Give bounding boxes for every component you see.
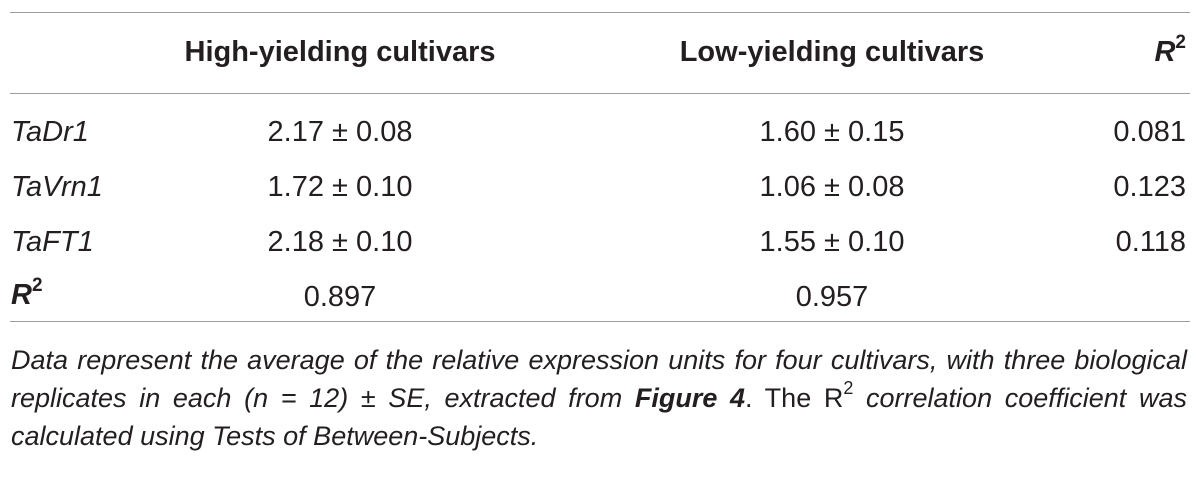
header-r2-base: R (1154, 36, 1176, 68)
row-r2-high: 0.897 (303, 281, 377, 313)
header-r2-sup: 2 (1175, 32, 1186, 54)
header-low-yielding: Low-yielding cultivars (679, 36, 985, 68)
footnote-part1: Data represent the average of the relati… (11, 345, 1187, 413)
header-rule (10, 93, 1190, 94)
table-bottom-rule (10, 321, 1190, 322)
table-top-rule (10, 12, 1190, 13)
row-tadr1-high: 2.17 ± 0.08 (267, 116, 413, 148)
row-tadr1-r2: 0.081 (1113, 116, 1186, 148)
row-tavrn1-r2: 0.123 (1113, 171, 1186, 203)
row-gene-taft1: TaFT1 (11, 226, 94, 258)
row-tadr1-low: 1.60 ± 0.15 (759, 116, 905, 148)
footnote-r2-sup: 2 (843, 378, 854, 398)
row-taft1-r2: 0.118 (1115, 226, 1186, 258)
footnote-part3: correlation coefficient was calculated u… (11, 383, 1187, 451)
row-r2-label-sup: 2 (31, 275, 43, 297)
row-tavrn1-high: 1.72 ± 0.10 (267, 171, 413, 203)
row-r2-label: R2 (11, 275, 43, 312)
row-r2-label-base: R (11, 279, 32, 311)
table-footnote: Data represent the average of the relati… (11, 341, 1187, 455)
row-taft1-low: 1.55 ± 0.10 (759, 226, 905, 258)
row-gene-tavrn1: TaVrn1 (11, 171, 103, 203)
row-tavrn1-low: 1.06 ± 0.08 (759, 171, 905, 203)
row-taft1-high: 2.18 ± 0.10 (267, 226, 413, 258)
header-r2: R2 (1154, 32, 1186, 69)
footnote-part2: . The R (745, 383, 844, 413)
header-high-yielding: High-yielding cultivars (184, 36, 496, 68)
footnote-figure-ref[interactable]: Figure 4 (634, 383, 746, 413)
row-r2-low: 0.957 (795, 281, 869, 313)
row-gene-tadr1: TaDr1 (11, 116, 89, 148)
